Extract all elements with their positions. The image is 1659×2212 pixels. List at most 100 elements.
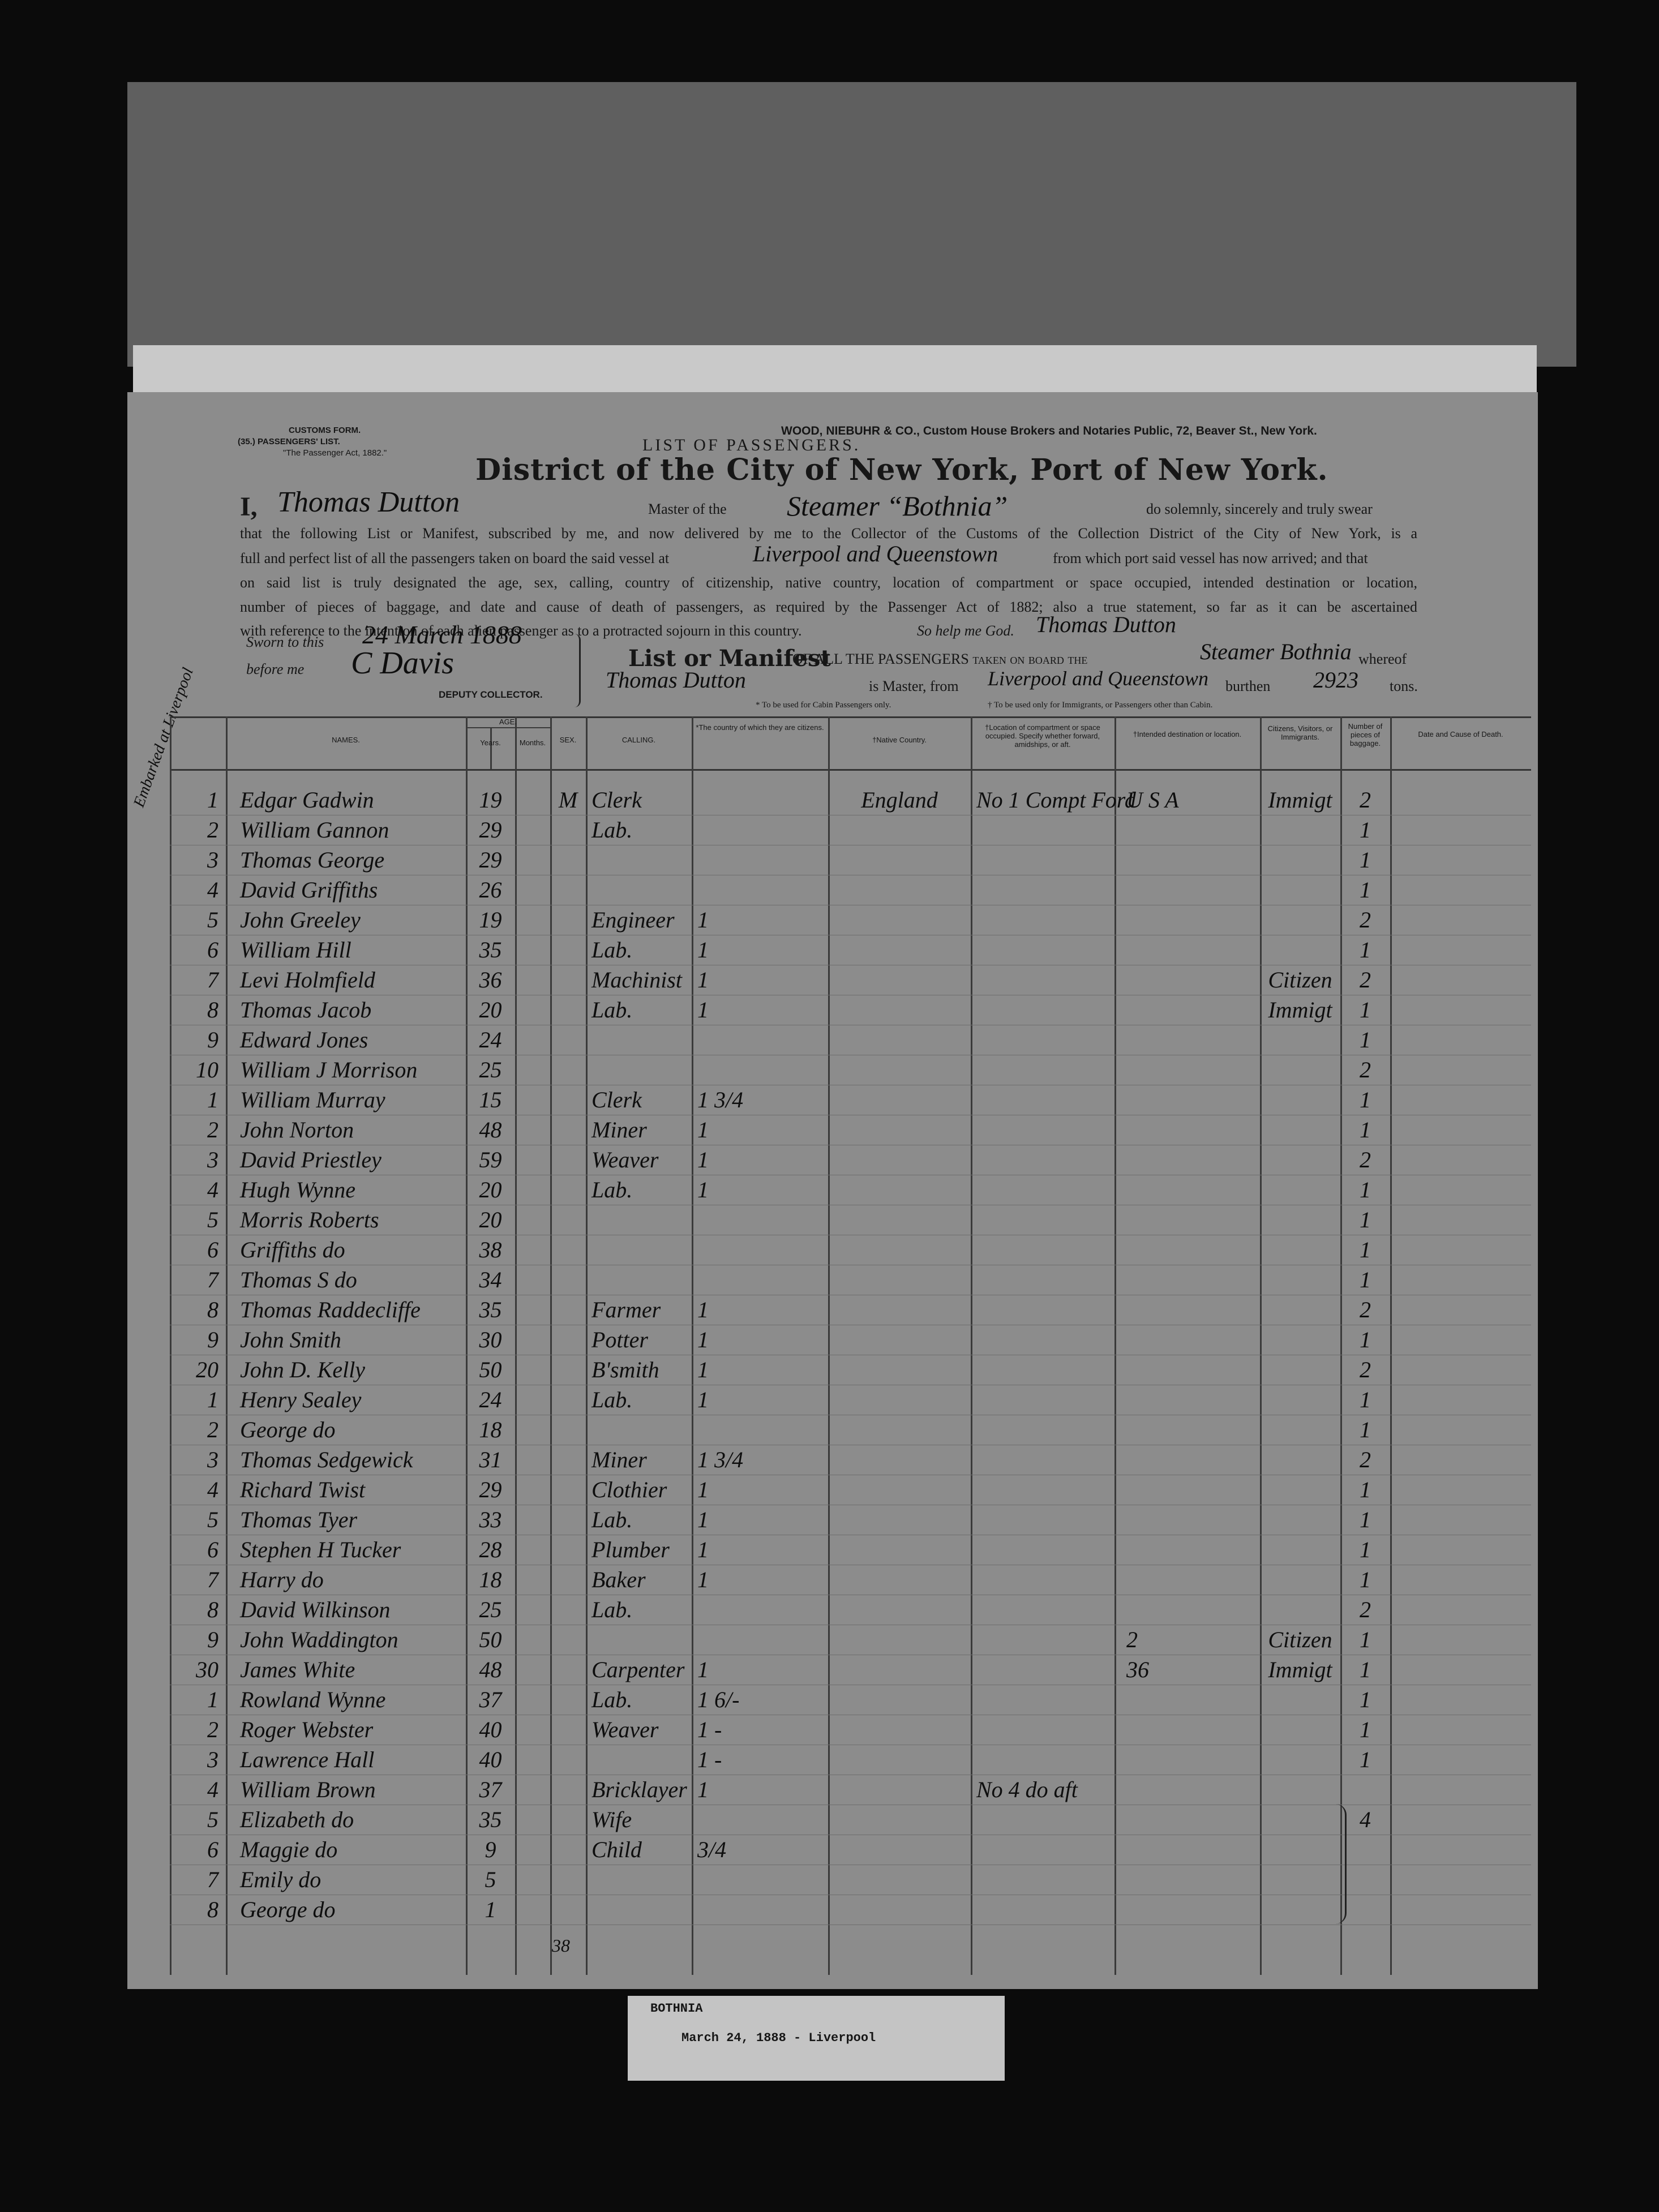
manifest-master: Thomas Dutton [606, 667, 746, 693]
cell-no: 6 [207, 1237, 218, 1262]
before-me: before me [246, 661, 305, 677]
cell-name: Lawrence Hall [240, 1747, 375, 1772]
column-header: AGE. [499, 718, 517, 726]
cell-calling: Clerk [591, 1087, 642, 1113]
cell-calling: Wife [591, 1807, 632, 1832]
column-header: SEX. [559, 736, 577, 744]
column-header: NAMES. [332, 736, 360, 744]
cell-age: 28 [479, 1537, 502, 1562]
cell-no: 1 [207, 1387, 218, 1412]
cell-name: David Priestley [240, 1147, 381, 1172]
cell-baggage: 1 [1360, 1417, 1371, 1442]
cell-calling: Clerk [591, 787, 642, 813]
cell-name: Maggie do [240, 1837, 338, 1862]
cell-citizenship: 1 [697, 1777, 709, 1802]
table-rule [170, 769, 1531, 771]
cell-name: William Hill [240, 937, 351, 963]
cell-name: Morris Roberts [240, 1207, 379, 1232]
cell-baggage: 1 [1360, 1507, 1371, 1532]
cell-calling: Potter [591, 1327, 648, 1352]
cell-no: 5 [207, 1207, 218, 1232]
cell-no: 9 [207, 1627, 218, 1652]
cell-no: 30 [196, 1657, 218, 1682]
brace [575, 634, 581, 707]
cell-calling: Lab. [591, 1387, 633, 1412]
cell-name: Emily do [240, 1867, 321, 1892]
cell-name: John D. Kelly [240, 1357, 366, 1382]
cell-age: 18 [479, 1417, 502, 1442]
cell-calling: Lab. [591, 817, 633, 843]
cell-age: 33 [479, 1507, 502, 1532]
cell-age: 35 [479, 937, 502, 963]
column-rule [515, 716, 517, 1975]
cell-baggage: 1 [1360, 1387, 1371, 1412]
cell-name: Thomas S do [240, 1267, 357, 1292]
cell-citizenship: 3/4 [697, 1837, 727, 1862]
cell-name: Rowland Wynne [240, 1687, 386, 1712]
cell-no: 7 [207, 1567, 218, 1592]
cell-status: Citizen [1268, 967, 1332, 993]
cell-name: William Brown [240, 1777, 376, 1802]
cell-baggage: 1 [1360, 847, 1371, 873]
cell-calling: Miner [591, 1117, 647, 1142]
cell-name: Thomas Sedgewick [240, 1447, 413, 1472]
cell-no: 5 [207, 1507, 218, 1532]
cell-no: 6 [207, 1837, 218, 1862]
cell-calling: Carpenter [591, 1657, 685, 1682]
cell-name: John Waddington [240, 1627, 398, 1652]
cell-calling: Weaver [591, 1147, 659, 1172]
cell-no: 5 [207, 1807, 218, 1832]
ports: Liverpool and Queenstown [753, 541, 998, 566]
manifest-text: burthen [1225, 678, 1271, 694]
cell-name: Edward Jones [240, 1027, 368, 1053]
cell-name: Thomas Tyer [240, 1507, 358, 1532]
manifest-ports: Liverpool and Queenstown [988, 667, 1208, 690]
cell-name: George do [240, 1417, 336, 1442]
cell-citizenship: 1 3/4 [697, 1447, 744, 1472]
column-header: Citizens, Visitors, or Immigrants. [1267, 724, 1333, 741]
cell-no: 2 [207, 1417, 218, 1442]
cell-baggage: 2 [1360, 1057, 1371, 1083]
cell-status: Immigt [1268, 1657, 1332, 1682]
column-rule [586, 716, 588, 1975]
cell-citizenship: 1 [697, 1177, 709, 1202]
cell-calling: Baker [591, 1567, 646, 1592]
firm: WOOD, NIEBUHR & CO., Custom House Broker… [781, 424, 1317, 437]
collector-signature: C Davis [351, 646, 454, 681]
cell-age: 20 [479, 1177, 502, 1202]
table-rule [170, 716, 1531, 718]
cell-age: 36 [479, 967, 502, 993]
cell-age: 25 [479, 1597, 502, 1622]
cell-calling: Farmer [591, 1297, 661, 1322]
cell-no: 9 [207, 1327, 218, 1352]
cell-no: 1 [207, 1087, 218, 1113]
cell-location: No 1 Compt Ford [976, 787, 1136, 813]
cell-age: 20 [479, 1207, 502, 1232]
oath-text: full and perfect list of all the passeng… [240, 550, 670, 566]
cell-baggage: 1 [1360, 817, 1371, 843]
cell-baggage: 2 [1360, 907, 1371, 933]
cell-no: 5 [207, 907, 218, 933]
cell-baggage: 1 [1360, 1207, 1371, 1232]
cell-citizenship: 1 [697, 1507, 709, 1532]
cell-citizenship: 1 [697, 1357, 709, 1382]
immigrant-note: † To be used only for Immigrants, or Pas… [988, 701, 1213, 710]
cell-age: 29 [479, 847, 502, 873]
cell-baggage: 1 [1360, 1327, 1371, 1352]
cell-no: 2 [207, 1717, 218, 1742]
cell-citizenship: 1 [697, 1327, 709, 1352]
cell-location: No 4 do aft [976, 1777, 1078, 1802]
column-header: †Intended destination or location. [1133, 730, 1242, 738]
label-date: March 24, 1888 - Liverpool [681, 2031, 876, 2045]
cell-name: Stephen H Tucker [240, 1537, 401, 1562]
sworn-to: Sworn to this [246, 634, 324, 650]
cell-calling: Bricklayer [591, 1777, 687, 1802]
district: District of the City of New York, Port o… [475, 453, 1328, 487]
column-rule [692, 716, 693, 1975]
cell-age: 26 [479, 877, 502, 903]
column-rule [971, 716, 972, 1975]
cell-age: 40 [479, 1747, 502, 1772]
oath-text: with reference to the intention of each … [240, 622, 802, 639]
oath-text: do solemnly, sincerely and truly swear [1146, 501, 1373, 517]
